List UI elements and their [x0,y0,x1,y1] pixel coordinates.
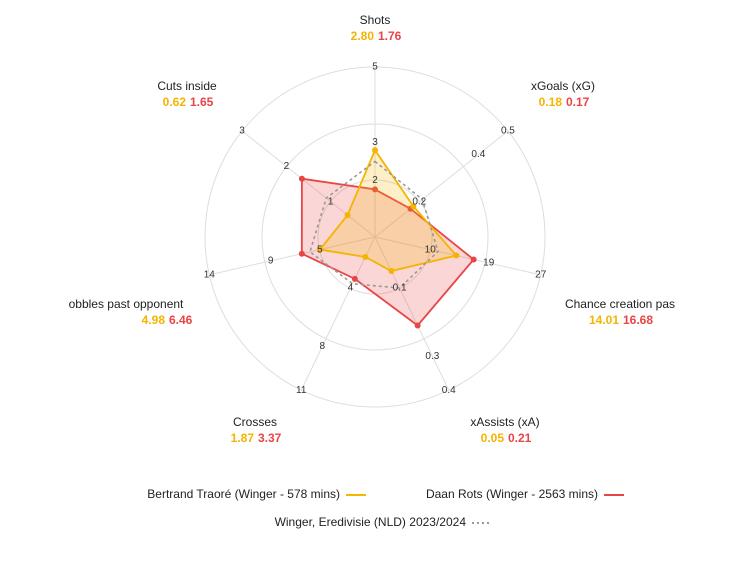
value-label: 0.17 [566,95,590,109]
axis-label: xGoals (xG) [531,79,595,93]
tick-label: 4 [348,283,354,294]
tick-label: 5 [372,62,378,73]
tick-label: 0.4 [471,149,485,160]
tick-label: 0.4 [442,385,456,396]
axis-label: xAssists (xA) [470,415,539,429]
spoke [300,236,376,391]
point [388,268,395,275]
tick-label: 3 [372,137,378,148]
point [362,253,369,260]
legend-label: Bertrand Traoré (Winger - 578 mins) [147,487,340,501]
axis-label: Chance creation pas [565,297,675,311]
spoke [209,236,376,276]
spoke [241,130,376,238]
tick-label: 1 [328,196,334,207]
value-label: 3.37 [258,431,282,445]
axis-label: Crosses [233,415,277,429]
point [470,256,477,263]
legend-label: Daan Rots (Winger - 2563 mins) [426,487,598,501]
point [372,186,378,193]
axis-label: Shots [360,13,391,27]
tick-label: 19 [483,258,495,269]
point [344,212,351,219]
tick-label: 0.5 [501,126,515,137]
point [410,203,417,210]
legend-label: Winger, Eredivisie (NLD) 2023/2024 [275,515,467,529]
value-label: 2.80 [351,29,375,43]
tick-label: 2 [284,161,290,172]
tick-label: 27 [535,269,547,280]
tick-label: 8 [320,341,326,352]
series-area [318,148,458,272]
point [298,175,305,182]
spoke [374,236,450,391]
tick-label: 9 [268,255,274,266]
tick-label: 0.2 [412,196,426,207]
spoke [374,130,509,238]
tick-label: 2 [372,175,378,186]
point [372,147,378,154]
value-label: 1.65 [190,95,214,109]
tick-label: 11 [296,385,307,396]
value-label: 6.46 [169,313,193,327]
tick-label: 14 [204,269,216,280]
point [316,246,323,253]
point [414,322,421,329]
tick-label: 0.1 [393,283,407,294]
tick-label: 3 [239,126,245,137]
tick-label: 5 [317,244,323,255]
value-label: 16.68 [623,313,653,327]
point [298,250,305,257]
tick-label: 10 [425,244,437,255]
value-label: 0.18 [539,95,563,109]
value-label: 0.05 [481,431,505,445]
axis-label: obbles past opponent [69,297,184,311]
value-label: 1.76 [378,29,402,43]
value-label: 0.21 [508,431,532,445]
value-label: 14.01 [589,313,619,327]
point [453,252,460,259]
value-label: 4.98 [142,313,166,327]
point [351,275,358,282]
tick-label: 0.3 [425,351,439,362]
value-label: 0.62 [163,95,187,109]
axis-label: Cuts inside [157,79,217,93]
value-label: 1.87 [231,431,255,445]
